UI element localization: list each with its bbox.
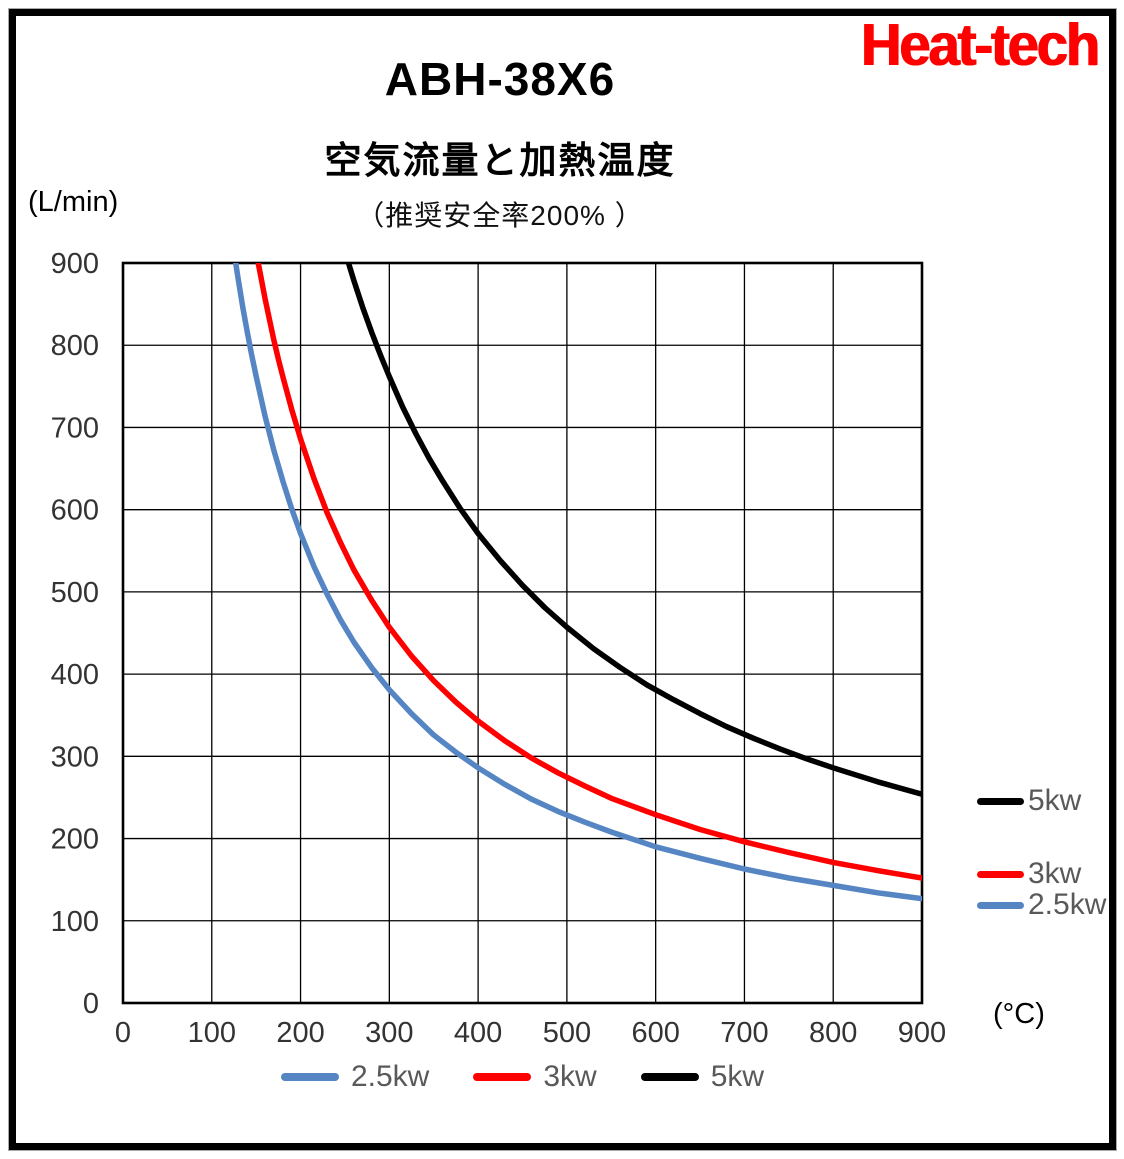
legend-label-5kw: 5kw xyxy=(1028,784,1082,817)
chart-subtitle: 空気流量と加熱温度 xyxy=(324,140,676,181)
legend-item-5kw: 5kw xyxy=(977,786,1081,816)
x-axis-unit-label: (°C) xyxy=(993,998,1045,1030)
legend-label-3kw: 3kw xyxy=(543,1060,597,1093)
x-tick-label: 600 xyxy=(631,1017,679,1049)
y-tick-label: 400 xyxy=(51,659,99,691)
legend-item-3kw: 3kw xyxy=(473,1060,597,1093)
x-tick-label: 400 xyxy=(454,1017,502,1049)
plot-frame xyxy=(121,261,924,1005)
heat-tech-logo: Heat-tech xyxy=(860,11,1100,78)
curve-2.5kw xyxy=(232,263,922,902)
legend-bottom: 2.5kw 3kw 5kw xyxy=(123,1062,922,1092)
legend-label-5kw: 5kw xyxy=(710,1060,765,1093)
chart-title: ABH-38X6 xyxy=(384,53,616,105)
legend-swatch-3kw xyxy=(977,870,1024,878)
x-tick-label: 100 xyxy=(188,1017,236,1049)
legend-item-3kw: 3kw xyxy=(977,859,1081,889)
legend-item-5kw: 5kw xyxy=(640,1060,765,1093)
legend-swatch-5kw xyxy=(977,797,1024,805)
x-tick-label: 900 xyxy=(898,1017,946,1049)
legend-item-2.5kw: 2.5kw xyxy=(977,890,1106,920)
x-tick-label: 300 xyxy=(365,1017,413,1049)
legend-swatch-2.5kw xyxy=(280,1073,339,1081)
legend-label-3kw: 3kw xyxy=(1028,857,1082,890)
y-tick-label: 500 xyxy=(51,577,99,609)
legend-swatch-2.5kw xyxy=(977,901,1024,909)
y-tick-label: 900 xyxy=(51,248,99,280)
x-tick-label: 700 xyxy=(720,1017,768,1049)
x-tick-label: 500 xyxy=(543,1017,591,1049)
chart-note: （推奨安全率200% ） xyxy=(356,200,644,231)
y-tick-label: 700 xyxy=(51,412,99,444)
x-tick-label: 800 xyxy=(809,1017,857,1049)
x-tick-label: 0 xyxy=(115,1017,131,1049)
y-tick-label: 300 xyxy=(51,741,99,773)
y-tick-label: 200 xyxy=(51,824,99,856)
curve-5kw xyxy=(345,263,922,797)
legend-label-2.5kw: 2.5kw xyxy=(1028,888,1107,921)
curve-3kw xyxy=(255,263,922,881)
legend-swatch-5kw xyxy=(640,1073,699,1081)
y-tick-label: 0 xyxy=(83,988,99,1020)
legend-swatch-3kw xyxy=(473,1073,532,1081)
y-tick-label: 600 xyxy=(51,495,99,527)
x-tick-label: 200 xyxy=(276,1017,324,1049)
legend-label-2.5kw: 2.5kw xyxy=(350,1060,430,1093)
legend-item-2.5kw: 2.5kw xyxy=(280,1060,430,1093)
y-axis-unit-label: (L/min) xyxy=(28,186,119,218)
title-block: ABH-38X6 空気流量と加熱温度 （推奨安全率200% ） xyxy=(60,52,940,234)
y-tick-label: 100 xyxy=(51,906,99,938)
y-tick-label: 800 xyxy=(51,330,99,362)
